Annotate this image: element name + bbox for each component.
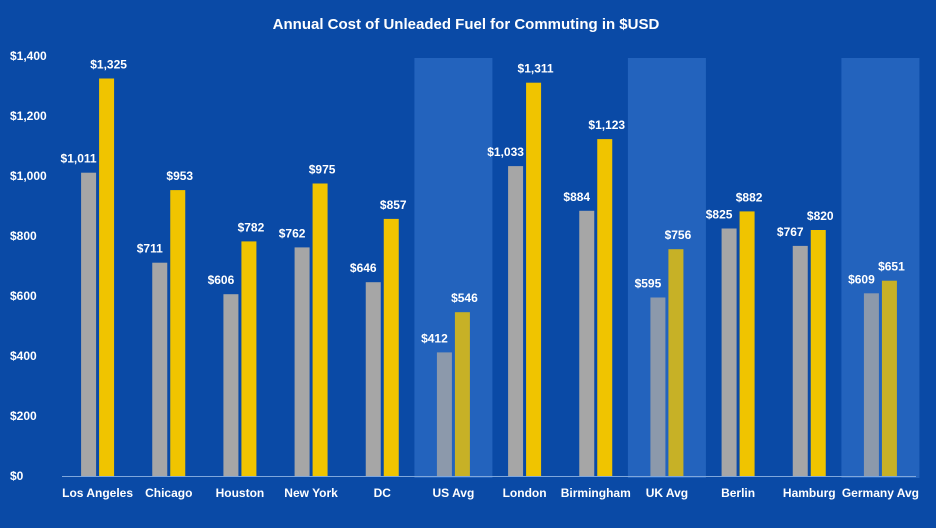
x-tick-label: Los Angeles [62, 486, 133, 500]
data-label: $1,033 [487, 145, 524, 159]
x-tick-label: Houston [216, 486, 265, 500]
data-label: $546 [451, 291, 478, 305]
data-label: $767 [777, 225, 804, 239]
data-label: $606 [208, 273, 235, 287]
x-tick-label: Berlin [721, 486, 755, 500]
data-label: $975 [309, 163, 336, 177]
x-tick-label: Birmingham [561, 486, 631, 500]
y-tick-label: $1,400 [10, 49, 47, 63]
data-label: $1,311 [518, 62, 554, 76]
bar [668, 249, 684, 476]
bar [454, 312, 470, 476]
y-tick-label: $800 [10, 229, 37, 243]
x-tick-label: London [503, 486, 547, 500]
data-label: $609 [848, 272, 875, 286]
x-tick-label: New York [284, 486, 338, 500]
bar [739, 211, 755, 476]
data-label: $857 [380, 198, 407, 212]
highlight-band [841, 58, 920, 478]
chart-title: Annual Cost of Unleaded Fuel for Commuti… [273, 16, 660, 33]
y-tick-label: $600 [10, 289, 37, 303]
bar [526, 82, 542, 476]
bar [508, 166, 524, 476]
bar [597, 139, 613, 476]
data-label: $762 [279, 226, 306, 240]
data-label: $646 [350, 261, 377, 275]
bar [810, 230, 826, 476]
data-label: $825 [706, 208, 733, 222]
y-tick-label: $0 [10, 469, 24, 483]
bar [881, 280, 897, 476]
bar [792, 245, 808, 476]
data-label: $882 [736, 190, 763, 204]
x-axis: Los Angeles Chicago Houston New York DC US Av… [62, 486, 919, 500]
bar [863, 293, 879, 476]
data-label: $1,123 [588, 118, 625, 132]
x-tick-label: Hamburg [783, 486, 836, 500]
bars [81, 78, 897, 477]
bar [294, 247, 310, 476]
bar [170, 190, 186, 476]
x-tick-label: UK Avg [646, 486, 688, 500]
data-label: $1,325 [90, 58, 127, 72]
data-label: $1,011 [61, 152, 97, 166]
highlight-band [414, 58, 493, 478]
data-labels: $1,011 $1,325 $711 $953 $606 $782 $762 $975 $646… [61, 58, 906, 346]
data-label: $412 [421, 331, 448, 345]
bar [312, 183, 328, 476]
highlight-band [627, 58, 706, 478]
data-label: $820 [807, 209, 834, 223]
bar [223, 294, 239, 476]
data-label: $782 [238, 220, 265, 234]
bar [383, 218, 399, 476]
bar [241, 241, 257, 476]
bar [365, 282, 381, 476]
y-tick-label: $1,000 [10, 169, 47, 183]
data-label: $884 [563, 190, 590, 204]
data-label: $953 [166, 169, 193, 183]
bar [99, 78, 115, 476]
x-tick-label: Chicago [145, 486, 192, 500]
bar [81, 172, 97, 476]
data-label: $595 [635, 277, 662, 291]
data-label: $651 [878, 260, 905, 274]
y-tick-label: $400 [10, 349, 37, 363]
highlight-bands [414, 58, 920, 478]
y-axis: $0 $200 $400 $600 $800 $1,000 $1,200 $1,400 [10, 49, 47, 483]
y-tick-label: $200 [10, 409, 37, 423]
x-tick-label: US Avg [433, 486, 475, 500]
y-tick-label: $1,200 [10, 109, 47, 123]
bar [721, 228, 737, 476]
x-tick-label: Germany Avg [842, 486, 919, 500]
bar [579, 210, 595, 477]
bar [152, 262, 168, 476]
bar [436, 352, 452, 476]
x-tick-label: DC [374, 486, 392, 500]
data-label: $756 [665, 228, 692, 242]
data-label: $711 [137, 242, 163, 256]
bar [650, 297, 666, 476]
